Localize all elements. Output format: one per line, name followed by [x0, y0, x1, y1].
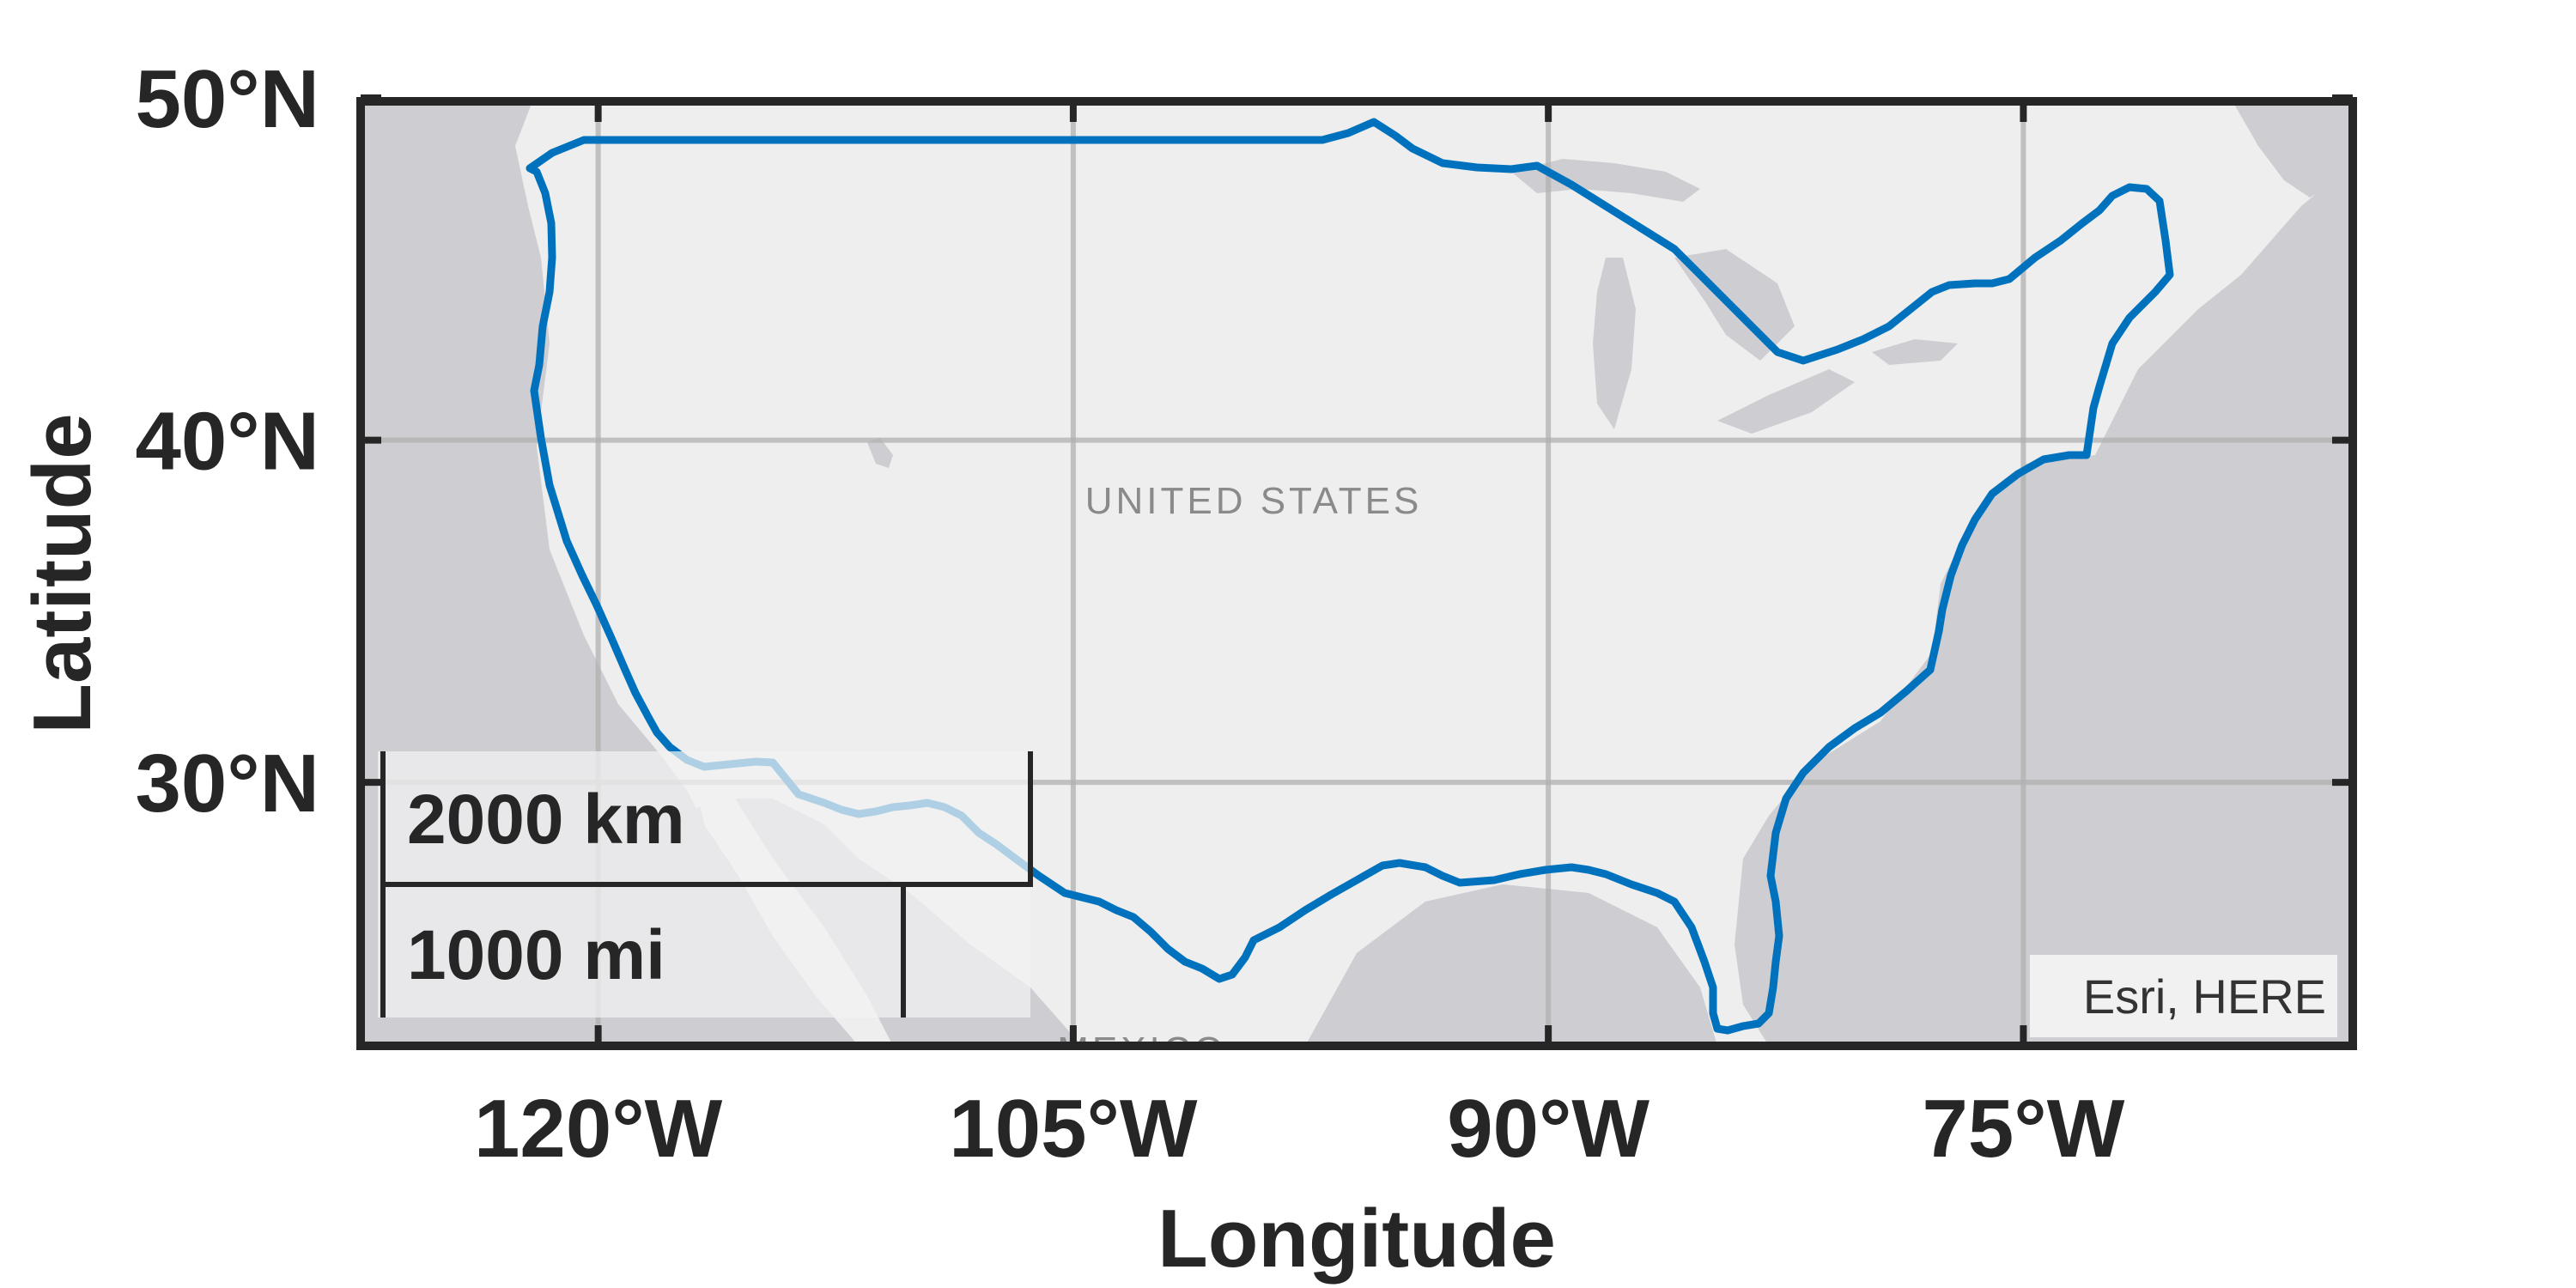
- x-tick-label: 120°W: [474, 1083, 723, 1175]
- x-tick-label: 90°W: [1447, 1083, 1649, 1175]
- lake-michigan: [1593, 258, 1636, 429]
- attribution-background: [2030, 955, 2337, 1037]
- y-tick-label: 30°N: [136, 738, 320, 829]
- graticule: [361, 101, 2353, 1046]
- map-attribution: Esri, HERE: [2030, 955, 2337, 1037]
- lake-superior: [1511, 159, 1700, 202]
- scale-bar: 2000 km 1000 mi: [378, 751, 1033, 1018]
- y-tick-label: 50°N: [136, 53, 320, 145]
- country-label-united-states: UNITED STATES: [1085, 480, 1423, 522]
- great-salt-lake: [867, 438, 893, 468]
- axis-ticks: 120°W 105°W 90°W 75°W 30°N 40°N 50°N: [136, 53, 2353, 1175]
- attribution-text: Esri, HERE: [2083, 969, 2326, 1024]
- country-label-mexico: MEXICO: [1057, 1030, 1227, 1072]
- scale-bar-km-label: 2000 km: [407, 781, 685, 859]
- y-tick-label: 40°N: [136, 396, 320, 488]
- map-frame: [356, 97, 2357, 1050]
- x-tick-label: 105°W: [949, 1083, 1198, 1175]
- x-tick-label: 75°W: [1923, 1083, 2125, 1175]
- y-axis-label: Latitude: [16, 413, 108, 733]
- x-axis-label: Longitude: [1157, 1193, 1556, 1285]
- gulf-of-st-lawrence: [2233, 101, 2353, 197]
- scale-bar-mi-label: 1000 mi: [407, 916, 665, 994]
- lake-erie: [1717, 369, 1855, 434]
- gulf-of-mexico: [1305, 884, 1717, 1046]
- lake-ontario: [1872, 339, 1958, 365]
